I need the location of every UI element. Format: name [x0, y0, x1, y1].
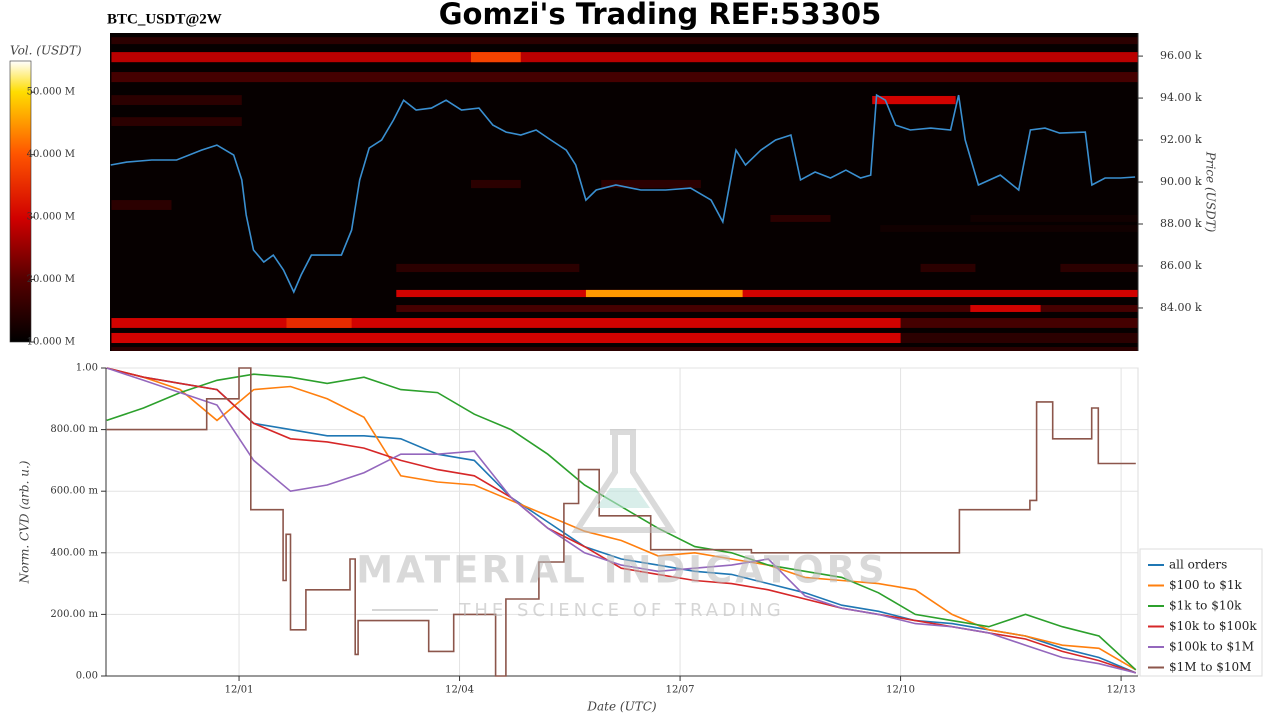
colorbar	[9, 60, 32, 343]
y-tick-label: 84.00 k	[1160, 301, 1202, 314]
y-tick-label: 96.00 k	[1160, 49, 1202, 62]
y-tick-label: 90.00 k	[1160, 175, 1202, 188]
legend-label: $100 to $1k	[1169, 578, 1242, 592]
heatmap-cell	[111, 72, 1139, 83]
colorbar-tick-label: 50.000 M	[27, 87, 75, 98]
y-axis-label: Price (USDT)	[1204, 151, 1218, 233]
y-tick-label: 200.00 m	[50, 609, 98, 620]
colorbar-tick-label: 40.000 M	[27, 149, 75, 160]
y-tick-label: 1.00	[76, 363, 98, 374]
watermark-title: MATERIAL INDICATORS	[356, 549, 887, 592]
y-tick-label: 88.00 k	[1160, 217, 1202, 230]
heatmap-cell	[286, 318, 352, 328]
heatmap-cell	[111, 37, 1139, 45]
x-tick-label: 12/07	[666, 685, 695, 696]
heatmap-cell	[396, 305, 1139, 312]
watermark: MATERIAL INDICATORS THE SCIENCE OF TRADI…	[356, 429, 887, 621]
legend-label: $10k to $100k	[1169, 619, 1257, 633]
y-tick-label: 800.00 m	[50, 424, 98, 435]
legend-frame	[1139, 548, 1263, 677]
heatmap-cell	[111, 117, 242, 126]
heatmap-cell	[872, 95, 956, 105]
x-tick-label: 12/10	[886, 685, 915, 696]
heatmap-cell	[111, 200, 172, 210]
heatmap-cell	[880, 225, 1138, 232]
legend-label: $1k to $10k	[1169, 599, 1242, 613]
watermark-subtitle: THE SCIENCE OF TRADING	[458, 600, 784, 621]
legend-label: $100k to $1M	[1169, 640, 1254, 654]
colorbar-tick-label: 10.000 M	[27, 337, 75, 348]
colorbar-label: Vol. (USDT)	[10, 44, 82, 58]
x-tick-label: 12/13	[1107, 685, 1136, 696]
colorbar-tick-label: 20.000 M	[27, 274, 75, 285]
colorbar-tick-label: 30.000 M	[27, 212, 75, 223]
heatmap-cell	[970, 214, 1138, 222]
heatmap-cell	[900, 318, 1138, 328]
watermark-liquid	[596, 488, 650, 508]
y-tick-label: 0.00	[76, 671, 98, 682]
heatmap-cell	[111, 332, 901, 344]
heatmap-cell	[396, 289, 1139, 298]
heatmap-cell	[1060, 263, 1138, 273]
price-line	[110, 93, 1136, 294]
heatmap-cell	[601, 179, 701, 189]
heatmap-cell	[770, 214, 831, 222]
symbol-label: BTC_USDT@2W	[107, 11, 222, 27]
heatmap-cell	[470, 179, 521, 189]
heatmap-cell	[470, 52, 521, 63]
cvd-line	[106, 367, 1137, 674]
x-tick-label: 12/04	[445, 685, 474, 696]
legend-label: all orders	[1169, 558, 1227, 572]
y-axis-label: Norm. CVD (arb. u.)	[18, 460, 32, 584]
heatmap-background	[110, 33, 1138, 351]
y-tick-label: 400.00 m	[50, 547, 98, 558]
heatmap-cell	[900, 332, 1138, 344]
legend-label: $1M to $10M	[1169, 660, 1251, 674]
heatmap-cell	[585, 289, 743, 298]
y-tick-label: 94.00 k	[1160, 91, 1202, 104]
cvd-line	[106, 367, 1136, 677]
y-tick-label: 92.00 k	[1160, 133, 1202, 146]
y-tick-label: 600.00 m	[50, 486, 98, 497]
heatmap-cell	[396, 263, 580, 273]
heatmap-cell	[111, 52, 1139, 63]
heatmap-cell	[111, 95, 242, 105]
heatmap-cell	[111, 318, 901, 328]
chart-title: Gomzi's Trading REF:53305	[439, 0, 882, 31]
legend: all orders $100 to $1k $1k to $10k $10k to …	[1139, 548, 1263, 677]
heatmap-cell	[111, 347, 1139, 351]
x-axis-label: Date (UTC)	[586, 700, 656, 714]
plot-area	[105, 367, 1139, 677]
watermark-flask	[571, 429, 677, 533]
heatmap-cell	[970, 305, 1041, 312]
cvd-line	[106, 367, 1136, 674]
x-tick-label: 12/01	[225, 685, 254, 696]
cvd-line	[106, 367, 1137, 671]
heatmap-cell	[920, 263, 976, 273]
y-tick-label: 86.00 k	[1160, 259, 1202, 272]
